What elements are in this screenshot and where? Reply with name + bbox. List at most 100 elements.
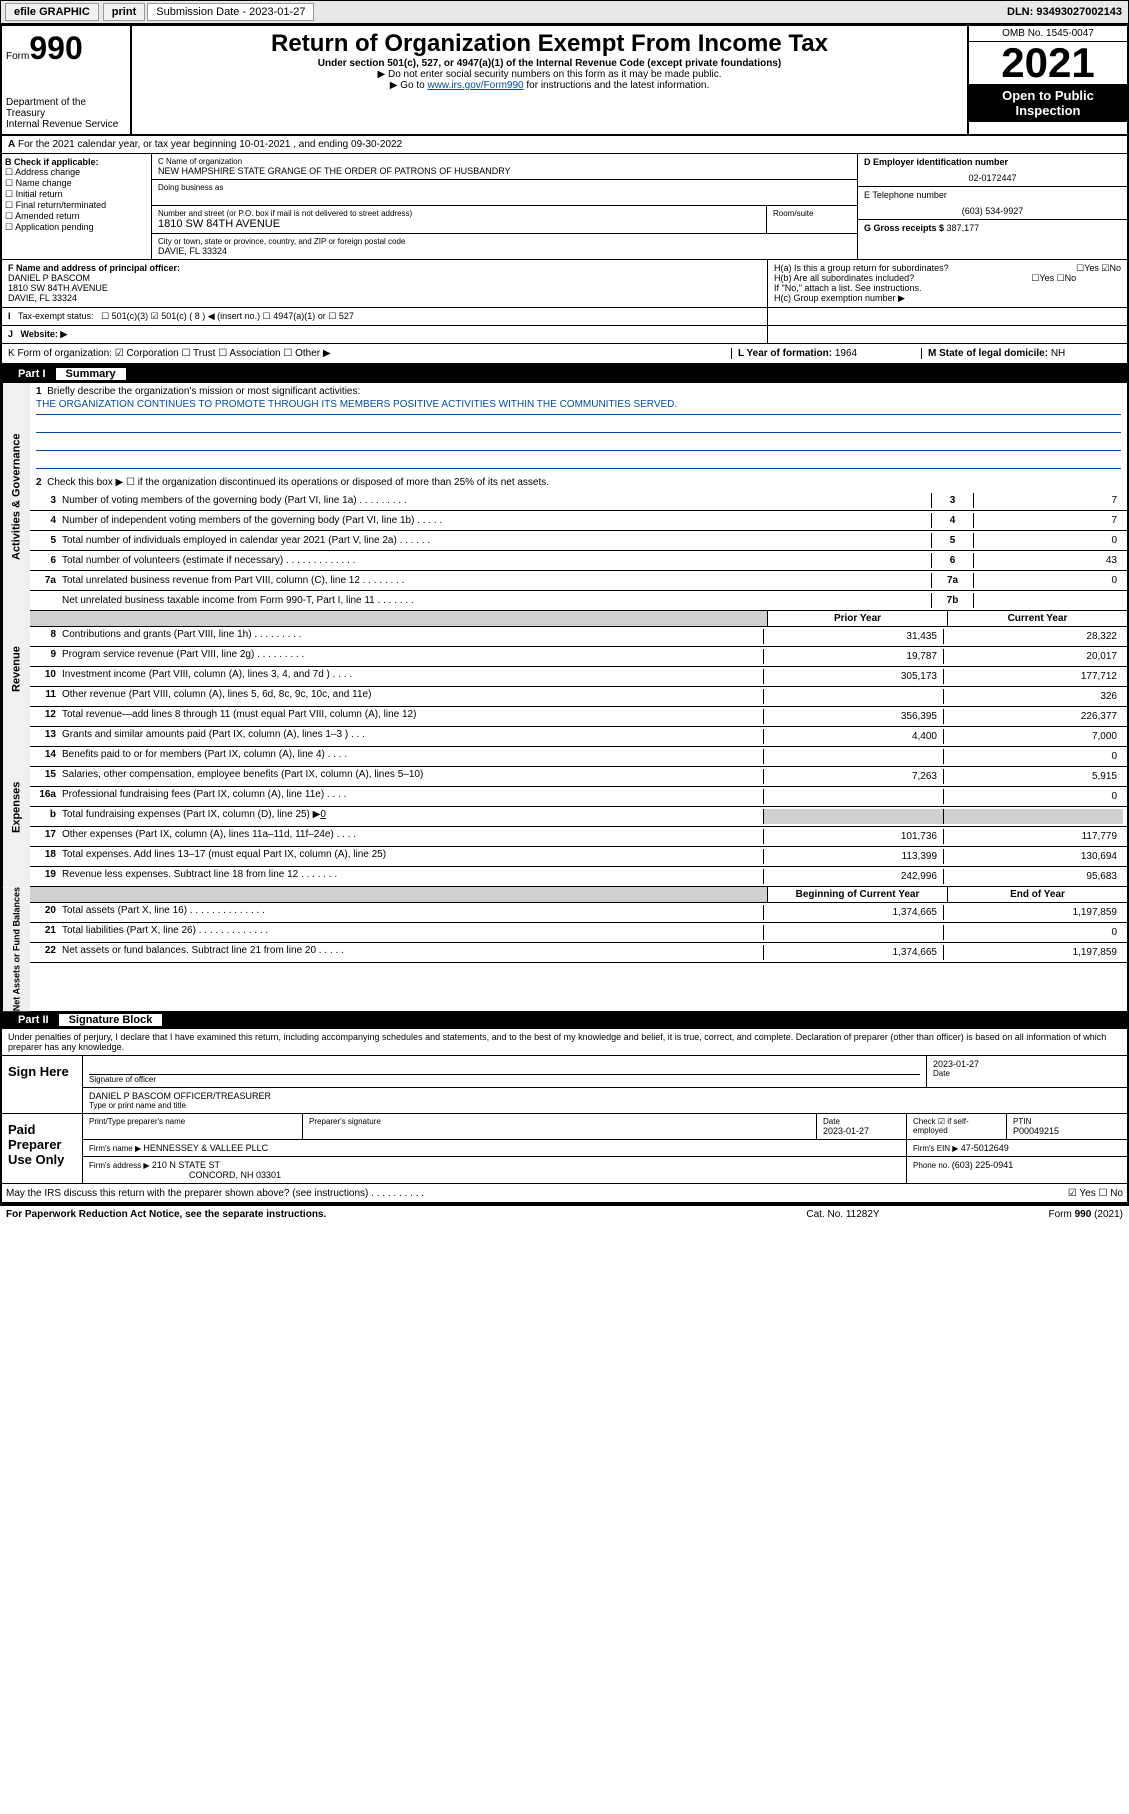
paid-preparer-label: Paid Preparer Use Only xyxy=(2,1114,82,1183)
l4-desc: Number of independent voting members of … xyxy=(62,515,931,526)
l22-beg: 1,374,665 xyxy=(763,945,943,960)
l14-prior xyxy=(763,749,943,764)
firm-name: HENNESSEY & VALLEE PLLC xyxy=(143,1143,268,1153)
form-990: Form990 Department of the Treasury Inter… xyxy=(0,24,1129,1206)
l18-curr: 130,694 xyxy=(943,849,1123,864)
tax-year: 2021 xyxy=(969,42,1127,84)
sig-date-label: Date xyxy=(933,1069,1121,1078)
tax-exempt-opts[interactable]: ☐ 501(c)(3) ☑ 501(c) ( 8 ) ◀ (insert no.… xyxy=(101,311,354,321)
l9-prior: 19,787 xyxy=(763,649,943,664)
l9-curr: 20,017 xyxy=(943,649,1123,664)
ptin-value: P00049215 xyxy=(1013,1126,1121,1136)
room-label: Room/suite xyxy=(773,209,851,218)
firm-phone-label: Phone no. xyxy=(913,1161,952,1170)
header-title-block: Return of Organization Exempt From Incom… xyxy=(132,26,967,134)
cb-amended[interactable]: ☐ Amended return xyxy=(5,211,148,222)
l20-beg: 1,374,665 xyxy=(763,905,943,920)
expenses-section: Expenses 13Grants and similar amounts pa… xyxy=(2,727,1127,887)
l17-desc: Other expenses (Part IX, column (A), lin… xyxy=(62,829,763,844)
l5-val: 0 xyxy=(973,533,1123,548)
hc-label: H(c) Group exemption number ▶ xyxy=(774,293,1121,304)
form-word: Form xyxy=(6,51,29,62)
l4-val: 7 xyxy=(973,513,1123,528)
form-org-type[interactable]: K Form of organization: ☑ Corporation ☐ … xyxy=(8,348,731,359)
irs-label: Internal Revenue Service xyxy=(6,119,126,130)
l21-end: 0 xyxy=(943,925,1123,940)
l18-prior: 113,399 xyxy=(763,849,943,864)
part1-body: Activities & Governance 1 Briefly descri… xyxy=(2,383,1127,611)
tax-exempt-label: Tax-exempt status: xyxy=(18,311,94,321)
subtitle-3: ▶ Go to www.irs.gov/Form990 for instruct… xyxy=(136,80,963,91)
l7b-desc: Net unrelated business taxable income fr… xyxy=(62,595,931,606)
l7a-desc: Total unrelated business revenue from Pa… xyxy=(62,575,931,586)
hb-yesno[interactable]: ☐Yes ☐No xyxy=(1031,273,1076,284)
sig-date: 2023-01-27 xyxy=(933,1059,1121,1069)
l15-prior: 7,263 xyxy=(763,769,943,784)
cb-name-change[interactable]: ☐ Name change xyxy=(5,178,148,189)
l6-val: 43 xyxy=(973,553,1123,568)
l16a-prior xyxy=(763,789,943,804)
firm-addr-label: Firm's address ▶ xyxy=(89,1161,152,1170)
l16a-curr: 0 xyxy=(943,789,1123,804)
line1-label: Briefly describe the organization's miss… xyxy=(47,386,360,397)
cb-address-change[interactable]: ☐ Address change xyxy=(5,167,148,178)
irs-link[interactable]: www.irs.gov/Form990 xyxy=(427,80,523,91)
cb-final-return[interactable]: ☐ Final return/terminated xyxy=(5,200,148,211)
l8-prior: 31,435 xyxy=(763,629,943,644)
l7a-val: 0 xyxy=(973,573,1123,588)
firm-name-label: Firm's name ▶ xyxy=(89,1144,143,1153)
row-i: I Tax-exempt status: ☐ 501(c)(3) ☑ 501(c… xyxy=(2,308,1127,326)
l15-desc: Salaries, other compensation, employee b… xyxy=(62,769,763,784)
mission-text: THE ORGANIZATION CONTINUES TO PROMOTE TH… xyxy=(36,399,1121,415)
l22-desc: Net assets or fund balances. Subtract li… xyxy=(62,945,763,960)
org-name-label: C Name of organization xyxy=(158,157,851,166)
city-label: City or town, state or province, country… xyxy=(158,237,851,246)
cb-app-pending[interactable]: ☐ Application pending xyxy=(5,222,148,233)
l13-desc: Grants and similar amounts paid (Part IX… xyxy=(62,729,763,744)
l11-desc: Other revenue (Part VIII, column (A), li… xyxy=(62,689,763,704)
l3-val: 7 xyxy=(973,493,1123,508)
officer-sub: Type or print name and title xyxy=(89,1101,1121,1110)
may-irs-discuss: May the IRS discuss this return with the… xyxy=(6,1188,973,1199)
mission-blank3 xyxy=(36,453,1121,469)
l21-desc: Total liabilities (Part X, line 26) . . … xyxy=(62,925,763,940)
side-tab-exp: Expenses xyxy=(2,727,30,887)
l22-end: 1,197,859 xyxy=(943,945,1123,960)
officer-street: 1810 SW 84TH AVENUE xyxy=(8,283,108,293)
l16b-desc: Total fundraising expenses (Part IX, col… xyxy=(62,809,763,824)
may-irs-yesno[interactable]: ☑ Yes ☐ No xyxy=(973,1188,1123,1199)
l10-desc: Investment income (Part VIII, column (A)… xyxy=(62,669,763,684)
street-label: Number and street (or P.O. box if mail i… xyxy=(158,209,760,218)
mission-blank1 xyxy=(36,417,1121,433)
current-year-header: Current Year xyxy=(947,611,1127,626)
declaration-text: Under penalties of perjury, I declare th… xyxy=(2,1029,1127,1056)
l14-curr: 0 xyxy=(943,749,1123,764)
line2-text: Check this box ▶ ☐ if the organization d… xyxy=(47,477,549,488)
part2-title: Signature Block xyxy=(59,1014,163,1026)
column-c: C Name of organization NEW HAMPSHIRE STA… xyxy=(152,154,857,259)
org-name: NEW HAMPSHIRE STATE GRANGE OF THE ORDER … xyxy=(158,166,851,176)
city-value: DAVIE, FL 33324 xyxy=(158,246,851,256)
gross-label: G Gross receipts $ xyxy=(864,223,947,233)
top-toolbar: efile GRAPHIC print Submission Date - 20… xyxy=(0,0,1129,24)
beg-year-header: Beginning of Current Year xyxy=(767,887,947,902)
ptin-label: PTIN xyxy=(1013,1117,1121,1126)
l6-desc: Total number of volunteers (estimate if … xyxy=(62,555,931,566)
form-title: Return of Organization Exempt From Incom… xyxy=(136,30,963,58)
open-public-badge: Open to Public Inspection xyxy=(969,84,1127,122)
subtitle-1: Under section 501(c), 527, or 4947(a)(1)… xyxy=(136,58,963,69)
gross-value: 387,177 xyxy=(947,223,980,233)
print-button[interactable]: print xyxy=(103,3,145,21)
part2-name: Part II xyxy=(8,1014,59,1026)
ein-label: D Employer identification number xyxy=(864,157,1008,167)
l17-curr: 117,779 xyxy=(943,829,1123,844)
net-assets-section: Net Assets or Fund Balances Beginning of… xyxy=(2,887,1127,1011)
cb-initial-return[interactable]: ☐ Initial return xyxy=(5,189,148,200)
line-a: A For the 2021 calendar year, or tax yea… xyxy=(2,136,1127,154)
l7b-val xyxy=(973,593,1123,608)
officer-name: DANIEL P BASCOM xyxy=(8,273,90,283)
header-right: OMB No. 1545-0047 2021 Open to Public In… xyxy=(967,26,1127,134)
ha-yesno[interactable]: ☐Yes ☑No xyxy=(1076,263,1121,274)
efile-button[interactable]: efile GRAPHIC xyxy=(5,3,99,21)
part1-name: Part I xyxy=(8,368,56,380)
